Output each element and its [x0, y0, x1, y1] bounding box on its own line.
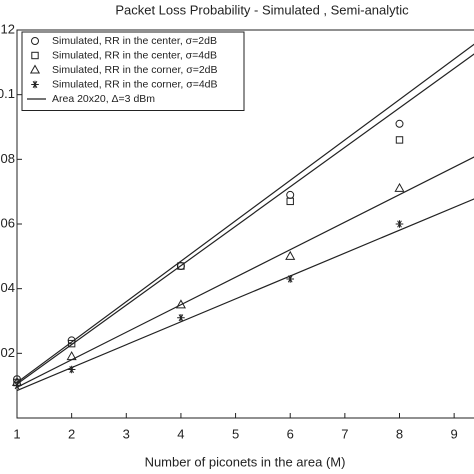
- marker-square: [177, 262, 185, 270]
- y-tick-label: 0.02: [0, 345, 15, 360]
- chart-title: Packet Loss Probability - Simulated , Se…: [115, 2, 409, 17]
- legend-label: Simulated, RR in the corner, σ=4dB: [52, 78, 218, 90]
- x-tick-label: 5: [232, 426, 239, 441]
- marker-star: [31, 80, 39, 89]
- legend-label: Simulated, RR in the corner, σ=2dB: [52, 64, 218, 76]
- x-axis-label: Number of piconets in the area (M): [145, 454, 346, 469]
- y-tick-label: 0.04: [0, 280, 15, 295]
- marker-triangle: [29, 64, 41, 74]
- legend-box: [21, 31, 245, 111]
- marker-triangle: [394, 182, 405, 192]
- marker-triangle: [175, 299, 186, 309]
- marker-square: [67, 339, 76, 348]
- x-tick-label: 9: [451, 426, 458, 441]
- marker-square: [31, 51, 39, 60]
- model-line: [16, 156, 474, 388]
- marker-circle: [286, 190, 295, 199]
- x-tick-label: 3: [123, 426, 130, 441]
- marker-triangle: [66, 351, 77, 361]
- y-tick-label: 0.06: [0, 215, 15, 230]
- legend-label: Area 20x20, Δ=3 dBm: [52, 93, 155, 105]
- x-tick-label: 6: [287, 426, 294, 441]
- marker-star: [286, 275, 295, 283]
- x-tick-label: 4: [177, 426, 184, 441]
- marker-triangle: [285, 250, 296, 260]
- marker-square: [286, 197, 294, 206]
- model-line: [16, 43, 474, 383]
- marker-square: [395, 136, 404, 144]
- model-line: [16, 198, 474, 392]
- model-line: [16, 53, 474, 385]
- marker-circle: [31, 37, 39, 45]
- x-tick-label: 7: [341, 426, 348, 441]
- marker-star: [395, 220, 404, 228]
- marker-star: [67, 365, 76, 374]
- x-tick-label: 8: [396, 426, 403, 441]
- x-tick-label: 1: [13, 426, 20, 441]
- y-tick-label: 0.12: [0, 21, 15, 36]
- marker-star: [177, 313, 185, 322]
- x-tick-label: 2: [68, 426, 75, 441]
- marker-star: [13, 381, 21, 390]
- legend-label: Simulated, RR in the center, σ=2dB: [52, 35, 217, 47]
- y-tick-label: 0.08: [0, 151, 15, 166]
- marker-circle: [395, 119, 404, 128]
- y-tick-label: 0.1: [0, 86, 15, 101]
- legend-label: Simulated, RR in the center, σ=4dB: [52, 49, 217, 61]
